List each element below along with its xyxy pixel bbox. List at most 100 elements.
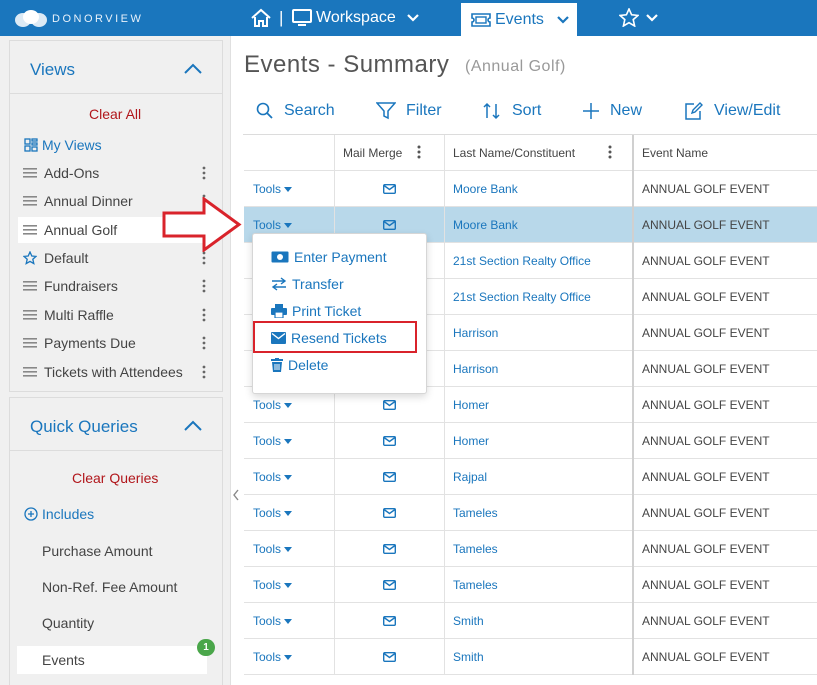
collapse-sidebar-icon[interactable]: [232, 489, 240, 501]
constituent-link[interactable]: Moore Bank: [445, 207, 634, 243]
menu-item-delete[interactable]: Delete: [271, 355, 328, 375]
my-views-link[interactable]: My Views: [24, 137, 102, 153]
envelope-icon[interactable]: [383, 616, 396, 626]
tools-dropdown-button[interactable]: Tools: [244, 531, 335, 567]
star-icon[interactable]: [23, 251, 37, 265]
chevron-up-icon[interactable]: [184, 420, 202, 432]
table-row[interactable]: Tools Smith ANNUAL GOLF EVENT: [244, 603, 817, 639]
views-panel-header[interactable]: Views: [10, 41, 222, 94]
view-item-payments-due[interactable]: Payments Due: [18, 330, 214, 356]
table-row[interactable]: Tools Tameles ANNUAL GOLF EVENT: [244, 495, 817, 531]
constituent-link[interactable]: Harrison: [445, 351, 634, 387]
constituent-link[interactable]: Moore Bank: [445, 171, 634, 207]
table-row[interactable]: Tools Smith ANNUAL GOLF EVENT: [244, 639, 817, 675]
events-tab[interactable]: Events: [461, 3, 577, 36]
envelope-icon[interactable]: [383, 652, 396, 662]
constituent-link[interactable]: Smith: [445, 603, 634, 639]
constituent-link[interactable]: Homer: [445, 423, 634, 459]
tools-dropdown-button[interactable]: Tools: [244, 387, 335, 423]
menu-item-transfer[interactable]: Transfer: [271, 274, 344, 294]
column-menu-icon[interactable]: [417, 145, 421, 159]
donorview-logo[interactable]: DONORVIEW: [14, 8, 143, 30]
header-mail-merge[interactable]: Mail Merge: [335, 135, 445, 171]
kebab-menu-icon[interactable]: [202, 251, 206, 265]
mail-merge-cell[interactable]: [335, 207, 445, 243]
constituent-link[interactable]: 21st Section Realty Office: [445, 279, 634, 315]
query-item-purchase-amount[interactable]: Purchase Amount: [17, 537, 207, 565]
includes-toggle[interactable]: Includes: [24, 506, 94, 522]
mail-merge-cell[interactable]: [335, 639, 445, 675]
view-item-default[interactable]: Default: [18, 245, 214, 271]
envelope-icon[interactable]: [383, 184, 396, 194]
header-event-name[interactable]: Event Name: [634, 135, 817, 171]
quick-queries-header[interactable]: Quick Queries: [10, 398, 222, 451]
favorites-menu[interactable]: [619, 8, 659, 27]
header-last-name[interactable]: Last Name/Constituent: [445, 135, 634, 171]
envelope-icon[interactable]: [383, 580, 396, 590]
table-row[interactable]: Tools Rajpal ANNUAL GOLF EVENT: [244, 459, 817, 495]
tools-dropdown-button[interactable]: Tools: [244, 603, 335, 639]
clear-all-link[interactable]: Clear All: [89, 106, 142, 122]
envelope-icon[interactable]: [383, 220, 396, 230]
query-item-quantity[interactable]: Quantity: [17, 609, 207, 637]
envelope-icon[interactable]: [383, 436, 396, 446]
clear-queries-link[interactable]: Clear Queries: [72, 470, 159, 486]
new-button[interactable]: New: [582, 100, 642, 122]
search-button[interactable]: Search: [256, 100, 335, 122]
envelope-icon[interactable]: [383, 544, 396, 554]
table-row[interactable]: Tools Tameles ANNUAL GOLF EVENT: [244, 567, 817, 603]
table-row[interactable]: Tools Tameles ANNUAL GOLF EVENT: [244, 531, 817, 567]
constituent-link[interactable]: Tameles: [445, 495, 634, 531]
workspace-menu[interactable]: Workspace: [292, 6, 420, 30]
column-menu-icon[interactable]: [608, 145, 612, 159]
table-row[interactable]: Tools Homer ANNUAL GOLF EVENT: [244, 387, 817, 423]
kebab-menu-icon[interactable]: [202, 166, 206, 180]
kebab-menu-icon[interactable]: [202, 365, 206, 379]
table-row[interactable]: Tools Homer ANNUAL GOLF EVENT: [244, 423, 817, 459]
tools-dropdown-button[interactable]: Tools: [244, 567, 335, 603]
tools-dropdown-button[interactable]: Tools: [244, 207, 335, 243]
tools-dropdown-button[interactable]: Tools: [244, 495, 335, 531]
view-edit-button[interactable]: View/Edit: [684, 100, 780, 122]
table-row[interactable]: Tools Moore Bank ANNUAL GOLF EVENT: [244, 171, 817, 207]
kebab-menu-icon[interactable]: [202, 308, 206, 322]
kebab-menu-icon[interactable]: [202, 279, 206, 293]
envelope-icon[interactable]: [383, 472, 396, 482]
menu-item-print-ticket[interactable]: Print Ticket: [271, 301, 361, 321]
tools-dropdown-button[interactable]: Tools: [244, 171, 335, 207]
chevron-up-icon[interactable]: [184, 63, 202, 75]
mail-merge-cell[interactable]: [335, 459, 445, 495]
mail-merge-cell[interactable]: [335, 495, 445, 531]
constituent-link[interactable]: 21st Section Realty Office: [445, 243, 634, 279]
view-item-multi-raffle[interactable]: Multi Raffle: [18, 302, 214, 328]
query-item-events[interactable]: Events: [17, 646, 207, 674]
view-item-fundraisers[interactable]: Fundraisers: [18, 273, 214, 299]
tools-dropdown-button[interactable]: Tools: [244, 423, 335, 459]
sort-button[interactable]: Sort: [482, 100, 541, 122]
constituent-link[interactable]: Harrison: [445, 315, 634, 351]
view-item-add-ons[interactable]: Add-Ons: [18, 160, 214, 186]
query-item-non-ref-fee-amount[interactable]: Non-Ref. Fee Amount: [17, 573, 207, 601]
kebab-menu-icon[interactable]: [202, 336, 206, 350]
mail-merge-cell[interactable]: [335, 387, 445, 423]
constituent-link[interactable]: Smith: [445, 639, 634, 675]
mail-merge-cell[interactable]: [335, 171, 445, 207]
constituent-link[interactable]: Tameles: [445, 567, 634, 603]
mail-merge-cell[interactable]: [335, 567, 445, 603]
constituent-link[interactable]: Homer: [445, 387, 634, 423]
mail-merge-cell[interactable]: [335, 531, 445, 567]
menu-item-resend-tickets[interactable]: Resend Tickets: [271, 328, 387, 348]
tools-dropdown-button[interactable]: Tools: [244, 459, 335, 495]
view-item-tickets-with-attendees[interactable]: Tickets with Attendees: [18, 359, 214, 385]
filter-button[interactable]: Filter: [376, 100, 442, 122]
tools-dropdown-button[interactable]: Tools: [244, 639, 335, 675]
envelope-icon[interactable]: [383, 400, 396, 410]
mail-merge-cell[interactable]: [335, 603, 445, 639]
menu-item-enter-payment[interactable]: Enter Payment: [271, 247, 387, 267]
envelope-icon[interactable]: [383, 508, 396, 518]
constituent-link[interactable]: Rajpal: [445, 459, 634, 495]
mail-merge-cell[interactable]: [335, 423, 445, 459]
constituent-link[interactable]: Tameles: [445, 531, 634, 567]
home-icon[interactable]: [250, 8, 272, 28]
